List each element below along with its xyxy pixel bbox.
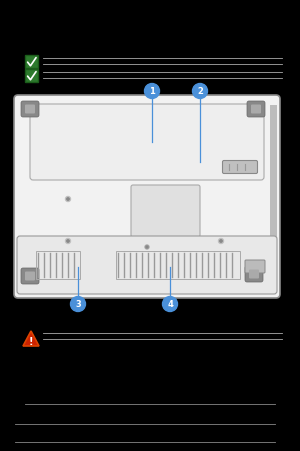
Text: 4: 4 [167,300,173,309]
FancyBboxPatch shape [270,106,277,288]
Circle shape [145,245,149,249]
Circle shape [70,297,86,312]
Circle shape [67,240,69,243]
Text: 3: 3 [75,300,81,309]
Circle shape [146,246,148,249]
FancyBboxPatch shape [30,105,264,180]
FancyBboxPatch shape [249,270,259,279]
FancyBboxPatch shape [251,105,261,114]
FancyBboxPatch shape [245,260,265,273]
Text: 1: 1 [149,87,155,96]
Polygon shape [23,331,39,346]
FancyBboxPatch shape [25,105,35,114]
FancyBboxPatch shape [247,102,265,118]
FancyBboxPatch shape [17,236,277,295]
FancyBboxPatch shape [21,268,39,285]
Circle shape [163,297,178,312]
Text: 2: 2 [197,87,203,96]
FancyBboxPatch shape [223,161,257,174]
Circle shape [65,239,70,244]
FancyBboxPatch shape [14,96,280,299]
Circle shape [218,239,224,244]
FancyBboxPatch shape [131,186,200,238]
FancyBboxPatch shape [21,102,39,118]
FancyBboxPatch shape [245,267,263,282]
FancyBboxPatch shape [25,56,38,69]
FancyBboxPatch shape [25,70,38,83]
Circle shape [145,84,160,99]
FancyBboxPatch shape [25,272,35,281]
Circle shape [65,197,70,202]
Circle shape [67,198,69,201]
Text: !: ! [29,337,33,347]
Circle shape [220,240,222,243]
Circle shape [193,84,208,99]
